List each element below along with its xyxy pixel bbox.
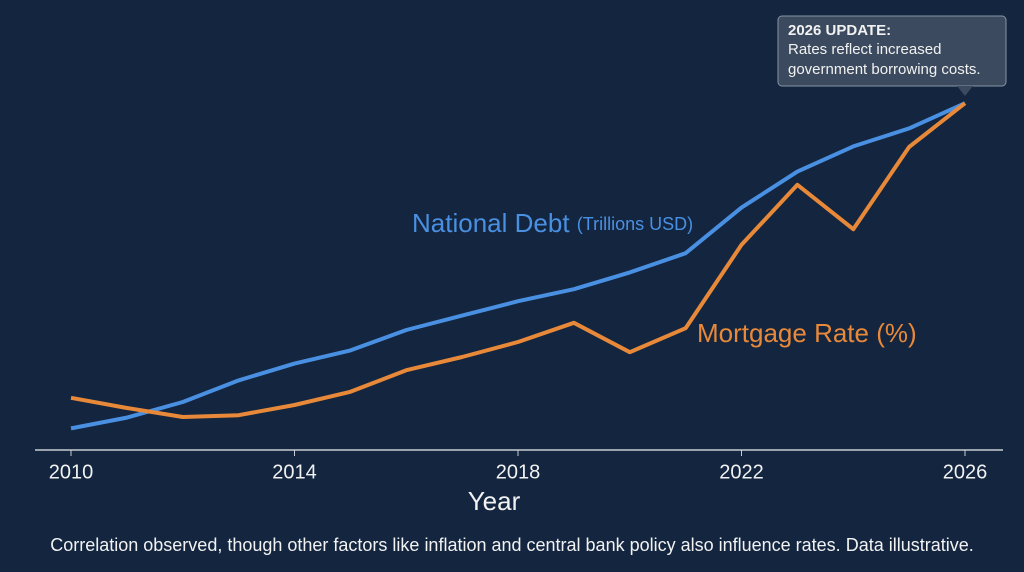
- series-unit: (Trillions USD): [577, 214, 693, 234]
- annotation: 2026 UPDATE: Rates reflect increased gov…: [777, 15, 1007, 96]
- x-axis-label: Year: [468, 486, 521, 516]
- annotation-pointer: [957, 86, 973, 96]
- x-tick-label: 2022: [719, 461, 764, 483]
- x-tick-label: 2014: [272, 461, 317, 483]
- x-tick-label: 2018: [496, 461, 541, 483]
- series-label: National Debt (Trillions USD): [412, 208, 693, 238]
- x-tick-label: 2010: [49, 461, 94, 483]
- data-line: [70, 101, 967, 419]
- annotation-box: [777, 15, 1007, 87]
- annotation-title: 2026 UPDATE:: [788, 22, 891, 39]
- footnote: Correlation observed, though other facto…: [50, 535, 974, 555]
- x-tick-label: 2026: [943, 461, 988, 483]
- annotation-text: Rates reflect increased: [788, 41, 941, 58]
- series-name: National Debt: [412, 208, 570, 238]
- annotation-text: government borrowing costs.: [788, 61, 981, 78]
- data-line: [70, 101, 966, 431]
- series-label: Mortgage Rate (%): [697, 318, 917, 348]
